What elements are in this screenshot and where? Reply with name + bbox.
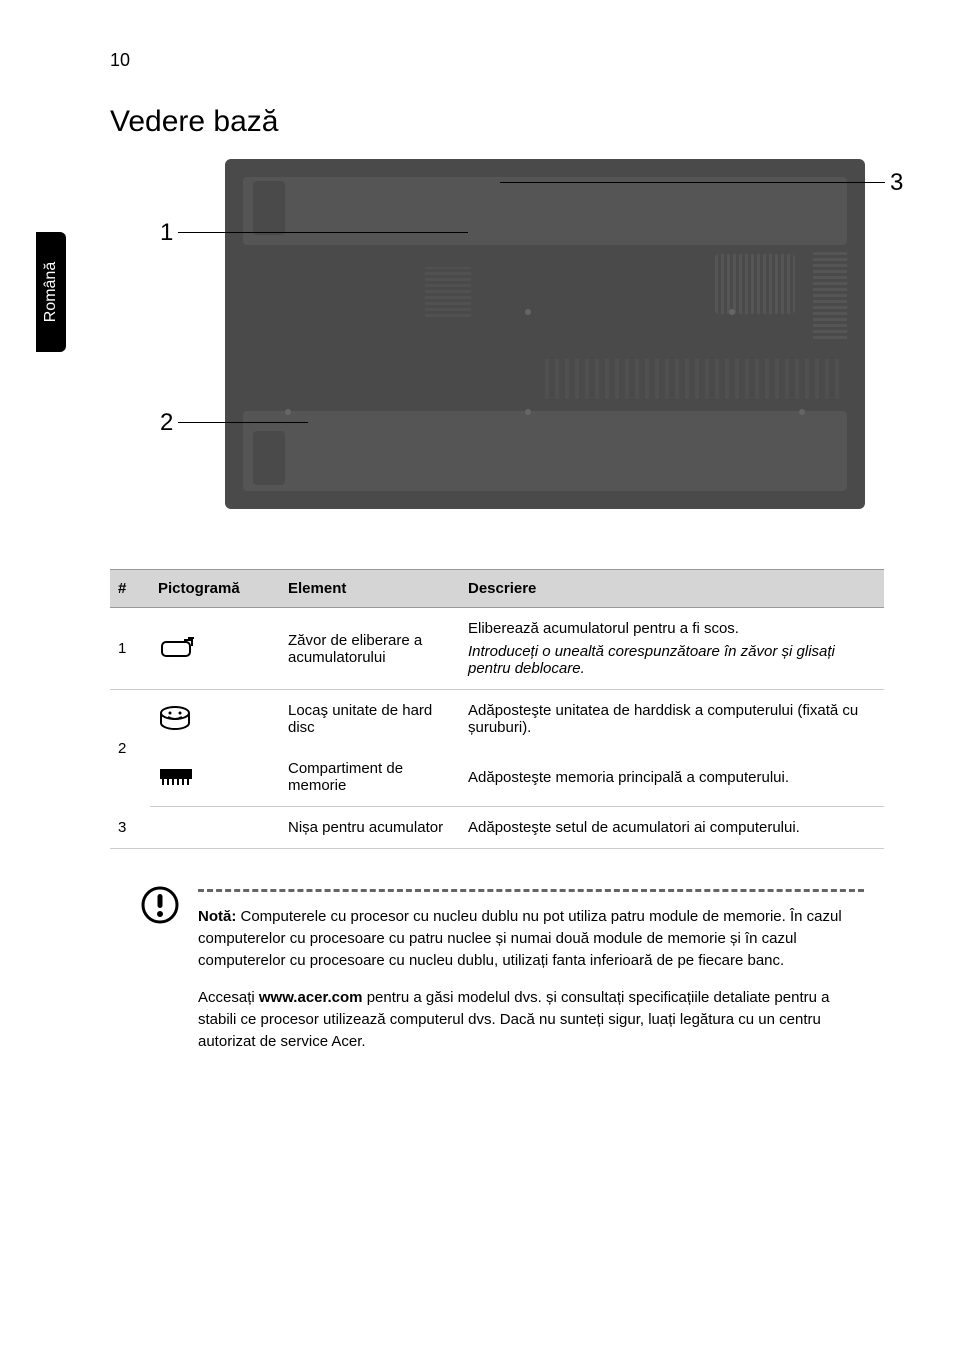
- callout-3: 3: [890, 169, 903, 197]
- col-desc: Descriere: [460, 570, 884, 608]
- section-title: Vedere bază: [110, 105, 884, 139]
- row2b-element: Compartiment de memorie: [280, 748, 460, 807]
- note-label: Notă:: [198, 908, 236, 925]
- row3-icon-empty: [150, 807, 280, 849]
- page: 10 Română Vedere bază 1 2 3: [0, 0, 954, 1129]
- table-row: Compartiment de memorie Adăposteşte memo…: [110, 748, 884, 807]
- callout-2-line: [178, 422, 308, 423]
- note-para-2: Accesați www.acer.com pentru a găsi mode…: [198, 987, 864, 1052]
- table-header-row: # Pictogramă Element Descriere: [110, 570, 884, 608]
- table-row: 2 Locaş unitate de hard disc Adăposteşte…: [110, 690, 884, 749]
- callout-3-line: [500, 182, 885, 183]
- language-tab: Română: [36, 232, 66, 352]
- row1-element: Zăvor de eliberare a acumulatorului: [280, 608, 460, 690]
- figure: 1 2 3: [160, 159, 884, 529]
- hdd-icon: [150, 690, 280, 749]
- col-element: Element: [280, 570, 460, 608]
- row1-num: 1: [110, 608, 150, 690]
- note-para2-pre: Accesați: [198, 989, 259, 1006]
- table-row: 3 Nișa pentru acumulator Adăposteşte set…: [110, 807, 884, 849]
- row1-desc-text: Eliberează acumulatorul pentru a fi scos…: [468, 620, 739, 637]
- note-para1-text: Computerele cu procesor cu nucleu dublu …: [198, 908, 842, 969]
- row2-desc: Adăposteşte unitatea de harddisk a compu…: [460, 690, 884, 749]
- row1-desc-italic: Introduceți o unealtă corespunzătoare în…: [468, 643, 876, 677]
- page-number: 10: [110, 50, 130, 71]
- row2b-desc: Adăposteşte memoria principală a compute…: [460, 748, 884, 807]
- laptop-bottom-illustration: [225, 159, 865, 509]
- row1-desc: Eliberează acumulatorul pentru a fi scos…: [460, 608, 884, 690]
- battery-latch-icon: [150, 608, 280, 690]
- row2-num: 2: [110, 690, 150, 807]
- note-para-1: Notă: Computerele cu procesor cu nucleu …: [198, 906, 864, 971]
- callout-1: 1: [160, 219, 173, 247]
- row3-element: Nișa pentru acumulator: [280, 807, 460, 849]
- col-num: #: [110, 570, 150, 608]
- callout-1-line: [178, 232, 468, 233]
- memory-icon: [150, 748, 280, 807]
- note-block: Notă: Computerele cu procesor cu nucleu …: [140, 879, 864, 1069]
- note-body: Notă: Computerele cu procesor cu nucleu …: [198, 879, 864, 1069]
- warning-icon: [140, 879, 180, 1069]
- callout-2: 2: [160, 409, 173, 437]
- row3-desc: Adăposteşte setul de acumulatori ai comp…: [460, 807, 884, 849]
- table-row: 1 Zăvor de eliberare a acumulatorului El…: [110, 608, 884, 690]
- language-tab-label: Română: [42, 262, 60, 322]
- row3-num: 3: [110, 807, 150, 849]
- col-icon: Pictogramă: [150, 570, 280, 608]
- parts-table: # Pictogramă Element Descriere 1 Zăvor d…: [110, 569, 884, 849]
- row2-element: Locaş unitate de hard disc: [280, 690, 460, 749]
- acer-url: www.acer.com: [259, 989, 363, 1006]
- note-divider: [198, 889, 864, 892]
